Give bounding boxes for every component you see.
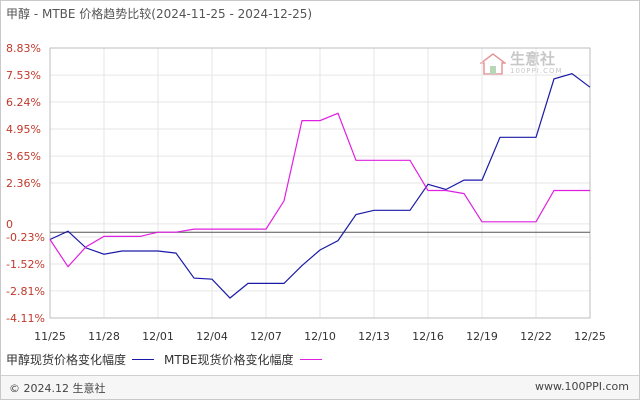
y-tick-label: -1.52% [6, 258, 45, 271]
y-tick-label: -0.23% [6, 231, 45, 244]
x-tick-label: 12/07 [250, 330, 282, 343]
x-tick-label: 12/25 [574, 330, 606, 343]
legend-swatch-methanol [132, 359, 155, 360]
footer-site-link[interactable]: www.100PPI.com [535, 380, 629, 393]
grid-layer [49, 47, 591, 319]
x-tick-label: 11/28 [88, 330, 120, 343]
legend-label-mtbe: MTBE现货价格变化幅度 [164, 353, 294, 367]
y-tick-label: 8.83% [6, 42, 41, 55]
x-tick-label: 12/13 [358, 330, 390, 343]
y-tick-label: 0 [6, 218, 13, 231]
axis-layer [49, 47, 591, 319]
x-tick-label: 12/22 [520, 330, 552, 343]
y-tick-label: -2.81% [6, 285, 45, 298]
series-layer [49, 73, 591, 299]
y-tick-label: 6.24% [6, 96, 41, 109]
footer-bar: © 2024.12 生意社 www.100PPI.com [1, 375, 639, 399]
x-tick-label: 12/16 [412, 330, 444, 343]
legend-swatch-mtbe [299, 359, 322, 360]
series-line-mtbe [49, 112, 590, 268]
x-tick-label: 12/01 [142, 330, 174, 343]
chart-title: 甲醇 - MTBE 价格趋势比较(2024-11-25 - 2024-12-25… [6, 7, 313, 21]
x-tick-label: 12/10 [304, 330, 336, 343]
plot-border [49, 47, 591, 319]
x-tick-label: 11/25 [34, 330, 66, 343]
y-tick-label: 7.53% [6, 69, 41, 82]
y-tick-label: -4.11% [6, 312, 45, 325]
footer-copyright: © 2024.12 生意社 [9, 382, 106, 395]
legend-item-methanol: 甲醇现货价格变化幅度 [6, 351, 155, 368]
series-line-methanol [49, 73, 591, 299]
x-tick-label: 12/19 [466, 330, 498, 343]
legend-label-methanol: 甲醇现货价格变化幅度 [6, 353, 127, 367]
y-tick-label: 4.95% [6, 123, 41, 136]
watermark-logo-text: 生意社 [510, 50, 556, 68]
legend-item-mtbe: MTBE现货价格变化幅度 [164, 351, 322, 368]
y-tick-label: 3.65% [6, 150, 41, 163]
y-tick-label: 2.36% [6, 177, 41, 190]
tick-label-layer: 8.83% 7.53% 6.24% 4.95% 3.65% 2.36% 0-0.23% -1.… [6, 42, 606, 343]
x-tick-label: 12/04 [196, 330, 228, 343]
chart-legend: 甲醇现货价格变化幅度 MTBE现货价格变化幅度 [6, 351, 332, 368]
